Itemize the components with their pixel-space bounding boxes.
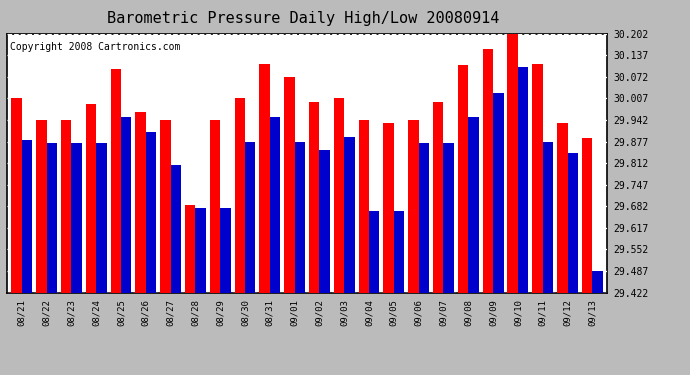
Bar [518, 67, 529, 292]
Bar [71, 143, 82, 292]
Bar [384, 123, 394, 292]
Bar [110, 69, 121, 292]
Bar [408, 120, 419, 292]
Bar [394, 211, 404, 292]
Bar [369, 211, 380, 292]
Text: Barometric Pressure Daily High/Low 20080914: Barometric Pressure Daily High/Low 20080… [108, 11, 500, 26]
Bar [160, 120, 170, 292]
Bar [195, 208, 206, 292]
Bar [135, 112, 146, 292]
Bar [469, 117, 479, 292]
Bar [458, 65, 469, 292]
Bar [582, 138, 592, 292]
Bar [235, 99, 245, 292]
Bar [433, 102, 444, 292]
Bar [507, 29, 518, 292]
Bar [319, 150, 330, 292]
Bar [259, 64, 270, 292]
Bar [270, 117, 280, 292]
Bar [96, 143, 107, 292]
Bar [185, 205, 195, 292]
Bar [245, 142, 255, 292]
Bar [419, 143, 429, 292]
Bar [493, 93, 504, 292]
Bar [557, 123, 567, 292]
Bar [86, 104, 96, 292]
Bar [220, 208, 230, 292]
Bar [146, 132, 156, 292]
Bar [309, 102, 319, 292]
Bar [170, 165, 181, 292]
Bar [210, 120, 220, 292]
Bar [444, 143, 454, 292]
Bar [121, 117, 131, 292]
Bar [543, 142, 553, 292]
Bar [344, 136, 355, 292]
Bar [334, 99, 344, 292]
Bar [47, 143, 57, 292]
Bar [284, 77, 295, 292]
Bar [567, 153, 578, 292]
Bar [359, 120, 369, 292]
Bar [592, 271, 603, 292]
Bar [295, 142, 305, 292]
Bar [11, 99, 22, 292]
Text: Copyright 2008 Cartronics.com: Copyright 2008 Cartronics.com [10, 42, 180, 51]
Bar [483, 49, 493, 292]
Bar [36, 120, 47, 292]
Bar [22, 140, 32, 292]
Bar [532, 64, 543, 292]
Bar [61, 120, 71, 292]
